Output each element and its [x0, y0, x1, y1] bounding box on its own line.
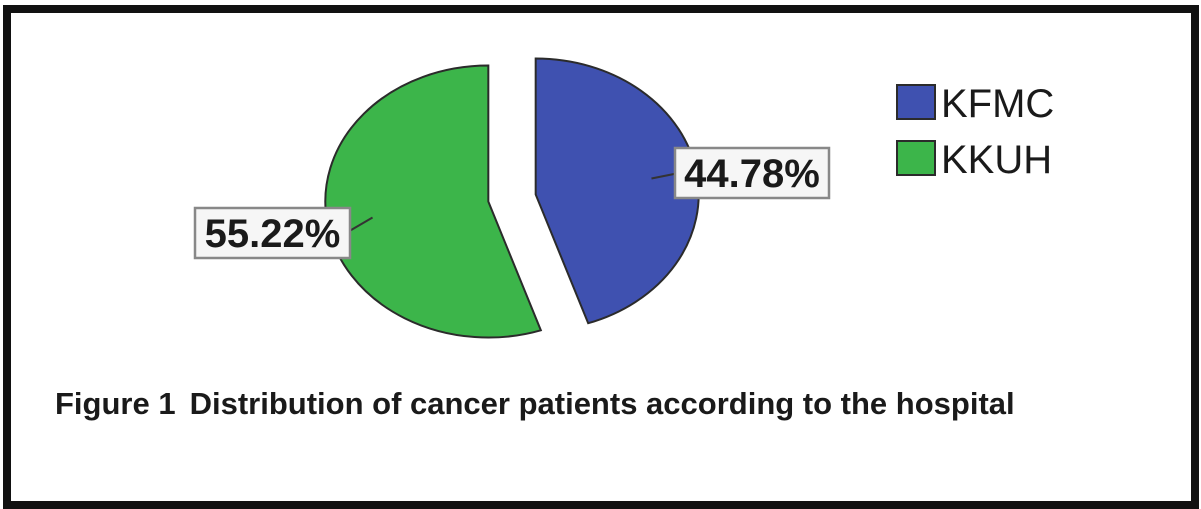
legend-item-kkuh: KKUH [896, 138, 1052, 182]
data-label-kkuh: 55.22% [193, 206, 352, 260]
data-label-text: 44.78% [684, 152, 820, 196]
legend: KFMC KKUH [896, 82, 1054, 182]
data-label-kfmc: 44.78% [673, 146, 831, 200]
legend-label: KKUH [941, 138, 1052, 182]
legend-swatch [896, 84, 936, 120]
caption-text: Distribution of cancer patients accordin… [189, 386, 1015, 421]
pie-slice-kkuh [324, 64, 543, 339]
legend-item-kfmc: KFMC [896, 82, 1054, 126]
figure-number: Figure 1 [55, 386, 176, 421]
data-label-box [673, 146, 831, 200]
legend-label: KFMC [941, 82, 1054, 126]
data-label-text: 55.22% [205, 212, 341, 256]
legend-swatch [896, 140, 936, 176]
pie-slices [324, 57, 700, 339]
data-label-box [193, 206, 352, 260]
figure-caption: Figure 1 Distribution of cancer patients … [55, 386, 1175, 422]
data-labels: 44.78% 55.22% [193, 146, 831, 260]
